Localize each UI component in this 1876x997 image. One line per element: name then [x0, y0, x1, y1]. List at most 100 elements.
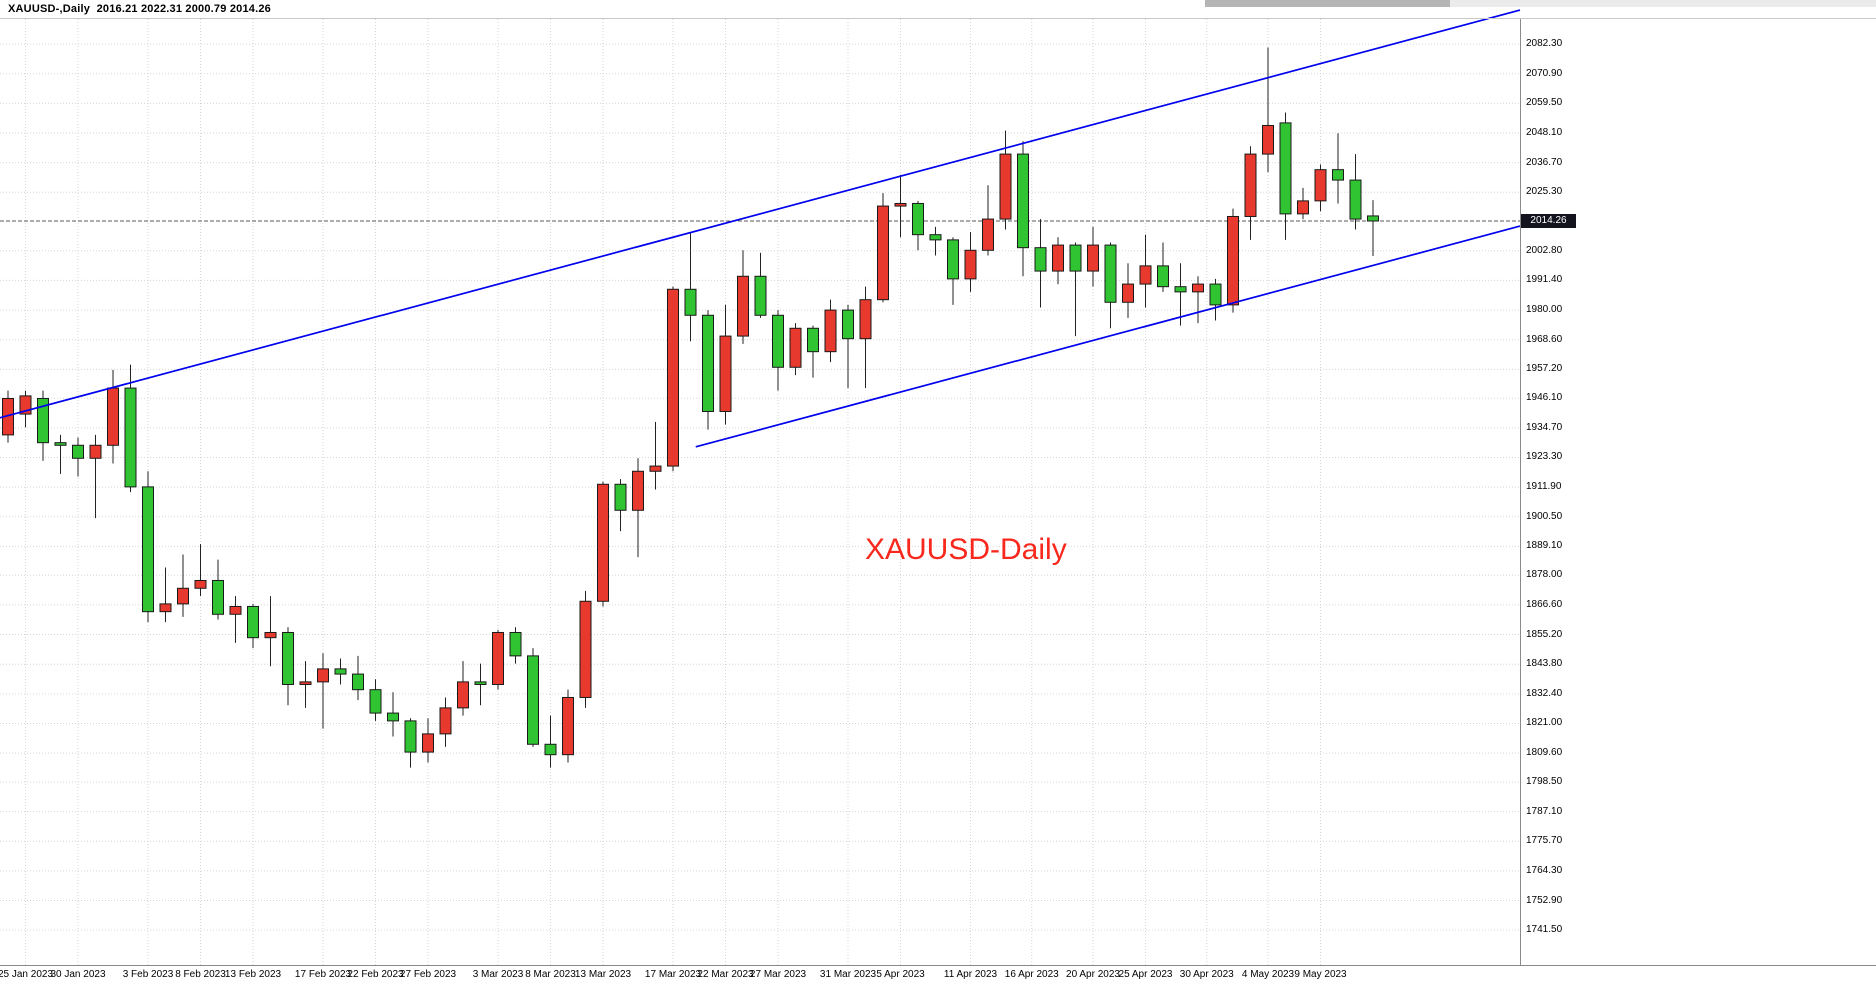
- candle-bullish: [789, 327, 802, 368]
- y-axis-label: 1741.50: [1526, 924, 1563, 936]
- candle-bearish: [404, 720, 417, 753]
- candle-bearish: [72, 444, 84, 459]
- candle-bearish: [282, 631, 294, 685]
- candle-bullish: [877, 205, 889, 301]
- candle-bearish: [807, 327, 819, 353]
- y-axis-label: 1843.80: [1526, 658, 1563, 670]
- candle-bearish: [1104, 244, 1117, 303]
- y-axis-label: 2002.80: [1526, 244, 1563, 256]
- candle-bullish: [824, 309, 837, 353]
- candle-bullish: [229, 605, 242, 615]
- candle-bullish: [649, 465, 662, 472]
- y-axis-label: 1809.60: [1526, 747, 1563, 759]
- horizontal-scrollbar[interactable]: [1205, 0, 1876, 7]
- scrollbar-thumb[interactable]: [1205, 0, 1450, 7]
- x-axis-label: 20 Apr 2023: [1066, 969, 1120, 980]
- candle-bullish: [719, 335, 732, 412]
- candle-bearish: [1349, 179, 1362, 220]
- y-axis-label: 1787.10: [1526, 805, 1563, 817]
- y-axis-label: 1832.40: [1526, 687, 1563, 699]
- candle-bullish: [1192, 283, 1204, 293]
- candle-bullish: [632, 470, 644, 511]
- candle-bullish: [667, 288, 679, 467]
- x-axis-label: 25 Apr 2023: [1118, 969, 1173, 980]
- x-axis-label: 3 Mar 2023: [472, 969, 524, 980]
- x-axis-label: 8 Feb 2023: [175, 969, 226, 980]
- x-axis-label: 11 Apr 2023: [943, 969, 998, 980]
- y-axis-label: 2070.90: [1526, 67, 1563, 79]
- chart-title-ohlc: XAUUSD-,Daily 2016.21 2022.31 2000.79 20…: [8, 3, 271, 15]
- current-price-box: 2014.26: [1521, 214, 1576, 228]
- x-axis-label: 13 Feb 2023: [224, 969, 282, 980]
- y-axis-label: 1968.60: [1526, 333, 1563, 345]
- candle-bullish: [89, 444, 102, 459]
- candle-bullish: [457, 681, 469, 709]
- candle-bullish: [194, 579, 207, 589]
- candle-bearish: [369, 689, 382, 714]
- y-axis-label: 1866.60: [1526, 598, 1563, 610]
- y-axis-label: 1900.50: [1526, 510, 1563, 522]
- candle-bearish: [912, 202, 924, 236]
- candle-bearish: [544, 743, 557, 756]
- candle-bullish: [964, 249, 977, 280]
- candle-bullish: [19, 395, 32, 415]
- candle-bullish: [859, 299, 872, 340]
- y-axis-label: 2036.70: [1526, 156, 1563, 168]
- candle-bearish: [352, 673, 364, 691]
- candle-bearish: [614, 483, 627, 511]
- candle-bearish: [1069, 244, 1082, 272]
- x-axis-label: 16 Apr 2023: [1004, 969, 1059, 980]
- x-axis-label: 3 Feb 2023: [122, 969, 174, 980]
- y-axis-label: 1911.90: [1526, 481, 1562, 493]
- candle-bullish: [737, 275, 749, 337]
- trendline-lower[interactable]: [695, 225, 1521, 448]
- candle-bearish: [754, 275, 767, 316]
- candle-bullish: [1052, 244, 1064, 272]
- candle-bullish: [492, 631, 504, 685]
- y-axis-label: 1980.00: [1526, 304, 1563, 316]
- candle-bearish: [37, 397, 49, 444]
- x-axis-label: 17 Mar 2023: [644, 969, 702, 980]
- x-axis-label: 31 Mar 2023: [819, 969, 877, 980]
- candle-bullish: [422, 733, 434, 753]
- candle-bearish: [1034, 247, 1047, 272]
- x-axis-label: 30 Jan 2023: [50, 969, 106, 980]
- candle-bullish: [299, 681, 312, 685]
- candle-bearish: [124, 387, 137, 488]
- y-axis-label: 1878.00: [1526, 569, 1563, 581]
- candle-bearish: [527, 655, 539, 745]
- candle-bullish: [562, 696, 574, 756]
- candle-bearish: [842, 309, 854, 340]
- candle-bullish: [107, 387, 119, 446]
- candle-bearish: [1332, 169, 1344, 181]
- y-axis-label: 2059.50: [1526, 97, 1563, 109]
- candle-bearish: [387, 712, 399, 722]
- candle-bullish: [159, 603, 172, 613]
- candle-bearish: [54, 442, 67, 446]
- candle-bullish: [177, 587, 189, 605]
- candle-bearish: [929, 234, 942, 241]
- candle-bullish: [1122, 283, 1134, 303]
- y-axis-label: 1923.30: [1526, 451, 1563, 463]
- candle-bullish: [264, 631, 277, 639]
- candle-bullish: [1314, 169, 1327, 202]
- y-axis-label: 1821.00: [1526, 717, 1563, 729]
- candle-bearish: [1367, 215, 1379, 222]
- x-axis-label: 25 Jan 2023: [0, 969, 54, 980]
- candle-bearish: [334, 668, 347, 675]
- candle-bullish: [1227, 215, 1239, 306]
- candle-bullish: [1139, 265, 1152, 285]
- candle-bullish: [579, 600, 592, 698]
- trendline-upper[interactable]: [0, 9, 1521, 419]
- candle-bearish: [142, 486, 154, 613]
- x-axis-label: 27 Mar 2023: [749, 969, 807, 980]
- candle-bullish: [1087, 244, 1099, 272]
- y-axis-label: 1934.70: [1526, 421, 1563, 433]
- chart-watermark: XAUUSD-Daily: [865, 533, 1067, 566]
- y-axis-label: 1946.10: [1526, 392, 1563, 404]
- x-axis-label: 27 Feb 2023: [399, 969, 457, 980]
- candle-bullish: [894, 202, 907, 207]
- candle-bullish: [597, 483, 609, 602]
- y-axis-label: 2048.10: [1526, 127, 1563, 139]
